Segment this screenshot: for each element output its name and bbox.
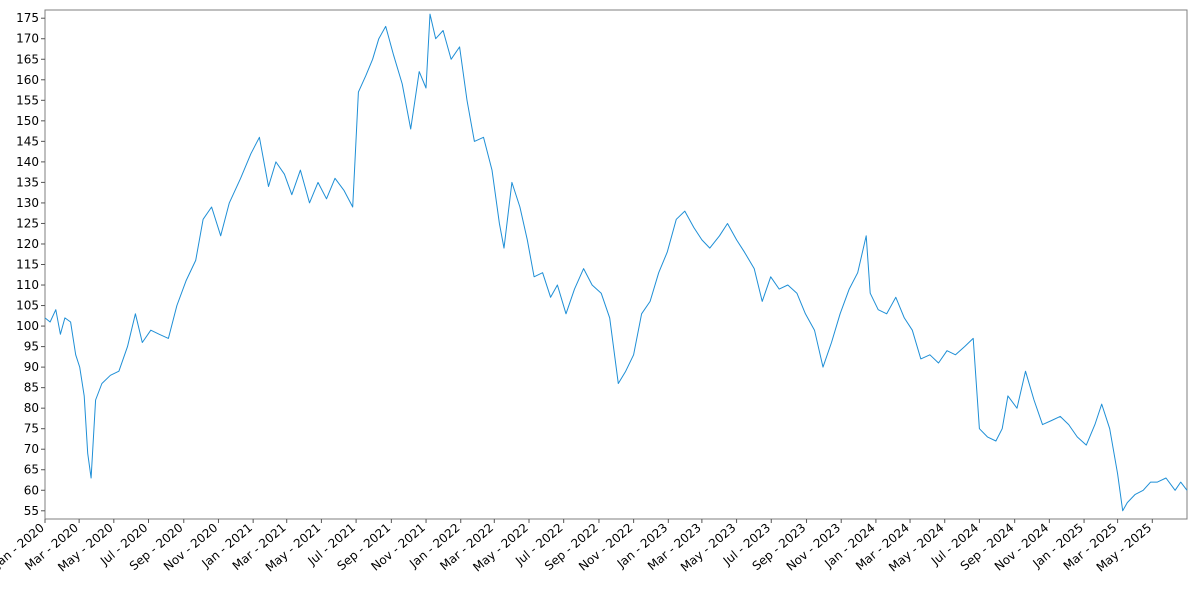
y-tick-label: 135 (16, 175, 39, 189)
y-tick-label: 130 (16, 196, 39, 210)
y-tick-label: 125 (16, 216, 39, 230)
series-line (44, 13, 1188, 512)
y-tick-label: 120 (16, 237, 39, 251)
y-tick-label: 105 (16, 299, 39, 313)
y-tick-label: 170 (16, 32, 39, 46)
y-tick-label: 140 (16, 155, 39, 169)
y-tick-label: 70 (24, 442, 39, 456)
y-tick-label: 165 (16, 52, 39, 66)
y-tick-label: 90 (24, 360, 39, 374)
y-tick-label: 175 (16, 11, 39, 25)
y-tick-label: 100 (16, 319, 39, 333)
y-tick-label: 150 (16, 114, 39, 128)
y-tick-label: 115 (16, 258, 39, 272)
y-tick-label: 160 (16, 73, 39, 87)
y-tick-label: 110 (16, 278, 39, 292)
y-tick-label: 145 (16, 134, 39, 148)
y-tick-label: 95 (24, 340, 39, 354)
y-axis: 55 60 65 70 75 80 85 90 95 100 105 110 115 120 125 130 1… (16, 11, 45, 518)
y-tick-label: 55 (24, 504, 39, 518)
y-tick-label: 75 (24, 422, 39, 436)
y-tick-label: 65 (24, 463, 39, 477)
plot-frame (44, 9, 1188, 520)
y-tick-label: 80 (24, 401, 39, 415)
y-tick-label: 155 (16, 93, 39, 107)
y-tick-label: 60 (24, 483, 39, 497)
y-tick-label: 85 (24, 381, 39, 395)
plot-area (44, 9, 1188, 520)
